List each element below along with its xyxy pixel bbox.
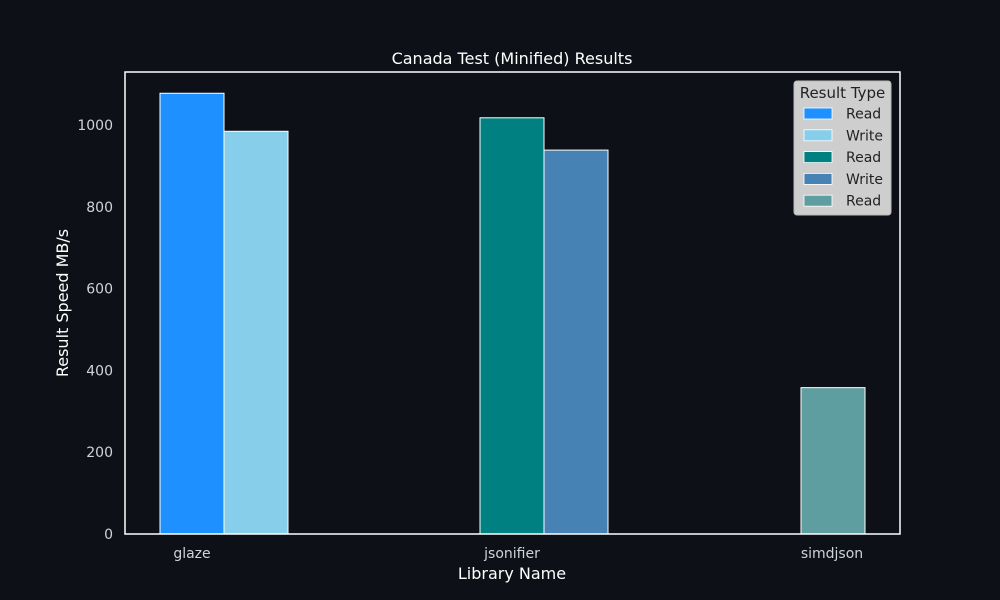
- legend-label: Read: [846, 150, 881, 166]
- y-tick-label: 200: [86, 445, 113, 461]
- legend-label: Read: [846, 107, 881, 123]
- y-axis-label: Result Speed MB/s: [53, 229, 72, 377]
- x-axis-label: Library Name: [458, 564, 566, 583]
- legend-swatch: [803, 129, 833, 142]
- legend-title: Result Type: [800, 84, 886, 102]
- y-axis-ticks: 0 200 400 600 800 1000: [77, 118, 113, 543]
- legend-swatch: [803, 151, 833, 164]
- bar-jsonifier-read-2: [479, 117, 545, 535]
- x-tick-label-glaze: glaze: [173, 546, 210, 562]
- chart-title: Canada Test (Minified) Results: [392, 49, 633, 68]
- x-tick-label-jsonifier: jsonifier: [483, 546, 540, 562]
- bar-glaze-write-1: [223, 130, 289, 535]
- y-tick-label: 800: [86, 200, 113, 216]
- bar-simdjson-read-4: [800, 387, 866, 535]
- legend-swatch: [803, 107, 833, 120]
- y-tick-label: 1000: [77, 118, 113, 134]
- legend-label: Read: [846, 194, 881, 210]
- y-tick-label: 600: [86, 282, 113, 298]
- x-tick-label-simdjson: simdjson: [801, 546, 863, 562]
- plot-area-frame: [124, 71, 901, 535]
- legend-label: Write: [846, 172, 883, 188]
- legend-swatch: [803, 172, 833, 185]
- y-tick-label: 400: [86, 363, 113, 379]
- y-tick-label: 0: [104, 527, 113, 543]
- legend-label: Write: [846, 128, 883, 144]
- bar-jsonifier-write-3: [543, 149, 609, 535]
- legend: Result Type Read Write Read Write Read: [793, 80, 892, 216]
- x-axis-ticks: glaze jsonifier simdjson: [173, 546, 863, 562]
- bars-layer: [159, 92, 866, 535]
- legend-entries: Read Write Read Write Read: [803, 107, 883, 210]
- bar-glaze-read-0: [159, 92, 225, 535]
- legend-swatch: [803, 194, 833, 207]
